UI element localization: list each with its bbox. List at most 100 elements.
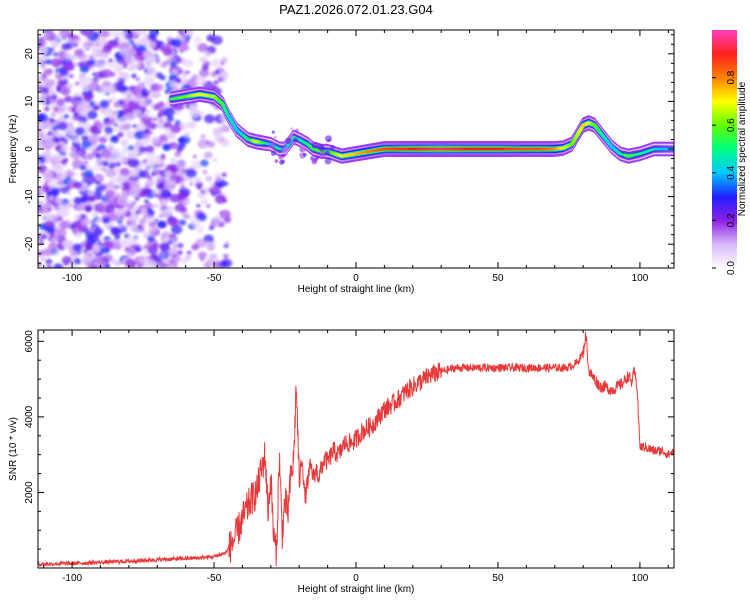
wisp-dot — [308, 139, 313, 143]
noise-blob — [81, 254, 93, 264]
noise-blob — [120, 139, 129, 147]
noise-blob — [206, 243, 216, 251]
noise-blob — [67, 263, 78, 268]
noise-blob — [43, 213, 53, 222]
noise-blob — [68, 170, 74, 174]
wisp-dot — [311, 141, 319, 149]
noise-blob — [173, 243, 178, 248]
noise-blob — [73, 100, 80, 105]
noise-blob — [42, 136, 48, 141]
noise-blob — [197, 43, 209, 53]
noise-blob — [124, 258, 136, 268]
noise-blob — [137, 95, 142, 100]
noise-blob — [43, 198, 49, 203]
noise-blob — [66, 191, 72, 196]
snr-x-axis: -100 -50 0 50 100 — [43, 330, 669, 584]
noise-blob — [199, 56, 208, 63]
noise-blob — [105, 58, 117, 68]
noise-blob — [99, 108, 106, 114]
noise-blob — [119, 61, 124, 66]
noise-blob — [73, 258, 82, 265]
x-tick-label: -100 — [62, 273, 82, 284]
noise-blob — [195, 226, 205, 234]
noise-blob — [88, 133, 100, 144]
noise-blob — [73, 172, 78, 176]
wisp-dot — [292, 137, 299, 143]
noise-blob — [38, 55, 45, 64]
noise-blob — [200, 190, 206, 194]
noise-blob — [208, 225, 215, 231]
noise-blob — [145, 64, 152, 70]
noise-blob — [159, 252, 167, 258]
noise-blob — [118, 238, 128, 247]
noise-blob — [199, 159, 209, 167]
noise-blob — [42, 248, 53, 257]
noise-blob — [147, 245, 158, 255]
noise-blob — [74, 137, 81, 144]
noise-blob — [160, 153, 166, 159]
noise-blob — [50, 236, 58, 243]
noise-blob — [156, 220, 166, 229]
noise-blob — [145, 109, 151, 114]
noise-blob — [141, 208, 147, 213]
noise-blob — [162, 47, 173, 56]
y-tick-label: 4000 — [24, 405, 35, 428]
noise-blob — [186, 121, 197, 129]
noise-blob — [191, 160, 203, 170]
noise-blob — [72, 229, 78, 234]
noise-blob — [44, 78, 52, 84]
noise-blob — [113, 125, 122, 132]
noise-blob — [104, 204, 116, 214]
noise-blob — [117, 78, 126, 85]
noise-blob — [166, 115, 174, 122]
noise-blob — [176, 78, 181, 82]
noise-blob — [101, 167, 107, 172]
noise-blob — [118, 174, 127, 181]
colorbar-tick-label: 0.2 — [726, 213, 737, 227]
noise-blob — [40, 257, 46, 261]
noise-blob — [85, 177, 91, 182]
noise-blob — [199, 111, 205, 115]
noise-blob — [223, 216, 232, 223]
noise-blob — [147, 175, 153, 181]
noise-blob — [170, 124, 181, 134]
noise-blob — [168, 141, 178, 150]
colorbar-tick-label: 0.4 — [726, 165, 737, 179]
noise-blob — [169, 236, 176, 242]
noise-blob — [190, 218, 201, 228]
noise-blob — [117, 132, 124, 138]
noise-blob — [82, 75, 94, 85]
noise-blob — [162, 144, 171, 152]
noise-blob — [42, 150, 52, 159]
noise-blob — [112, 41, 119, 46]
noise-blob — [71, 255, 76, 260]
noise-blob — [150, 104, 156, 109]
noise-blob — [220, 138, 230, 147]
spectrogram-y-axis: -20 -10 0 10 20 — [24, 34, 674, 264]
noise-blob — [86, 264, 92, 268]
noise-blob — [128, 179, 139, 188]
noise-blob — [132, 206, 137, 210]
noise-blob — [122, 181, 131, 189]
noise-blob — [84, 242, 95, 251]
colorbar-tick-label: 0.8 — [726, 70, 737, 84]
noise-blob — [178, 137, 184, 143]
wisp-dot — [327, 138, 331, 143]
noise-blob — [73, 214, 82, 221]
noise-blob — [41, 65, 46, 69]
noise-blob — [64, 95, 73, 103]
noise-blob — [213, 158, 218, 162]
noise-blob — [109, 135, 120, 144]
noise-blob — [59, 30, 71, 37]
x-tick-label: -50 — [207, 573, 222, 584]
noise-speckle — [38, 30, 233, 268]
noise-blob — [214, 69, 220, 75]
noise-blob — [206, 204, 211, 208]
wisp-dot — [319, 152, 326, 159]
noise-blob — [135, 77, 141, 82]
noise-blob — [112, 110, 117, 115]
noise-blob — [59, 220, 70, 230]
noise-blob — [134, 130, 146, 140]
noise-blob — [44, 139, 55, 148]
